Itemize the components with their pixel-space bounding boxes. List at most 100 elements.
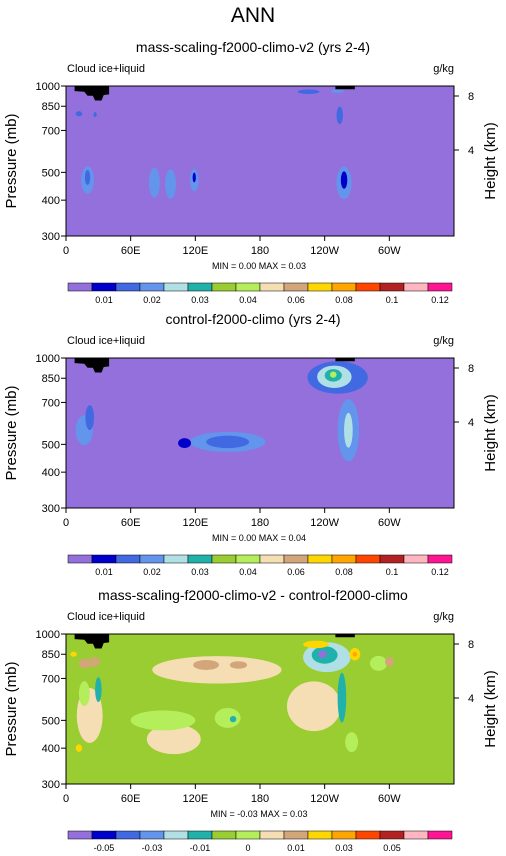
x-tick-label: 120E [182,517,208,529]
colorbar-swatch [283,830,309,840]
chart-panel-2: control-f2000-climo (yrs 2-4) Cloud ice+l… [3,311,499,577]
colorbar-swatch [427,282,453,292]
colorbar-label: 0.06 [287,567,305,577]
panel-variable-label: Cloud ice+liquid [67,63,145,75]
panel-units-label: g/kg [433,611,454,623]
contour-region [192,172,196,183]
colorbar-swatch [307,282,333,292]
y-tick-label: 700 [42,397,60,409]
x-tick-label: 60W [378,793,401,805]
x-tick-label: 60W [378,245,401,257]
contour-region [85,405,95,431]
right-tick-label: 8 [468,639,474,651]
panel-units-label: g/kg [433,335,454,347]
colorbar-swatch [67,830,93,840]
y-tick-label: 700 [42,125,60,137]
colorbar-swatch [211,554,237,564]
contour-region [214,707,241,728]
colorbar-label: 0.02 [143,567,161,577]
colorbar-swatch [139,830,165,840]
colorbar-label: 0.04 [239,295,257,305]
min-max-stats: MIN = 0.00 MAX = 0.04 [212,533,306,543]
topography-mask [74,634,355,649]
colorbar-swatch [91,282,117,292]
colorbar-label: 0.03 [335,843,353,851]
x-tick-label: 120W [310,793,339,805]
contour-region [148,167,160,198]
y-axis-right-title: Height (km) [482,394,499,472]
colorbar-label: 0.1 [386,295,399,305]
contour-region [297,89,320,94]
min-max-stats: MIN = -0.03 MAX = 0.03 [210,809,307,819]
contour-region [337,672,347,723]
colorbar-swatch [139,554,165,564]
y-tick-label: 400 [42,195,60,207]
colorbar-swatch [379,282,405,292]
contour-field [66,634,454,784]
colorbar-swatch [331,282,357,292]
y-tick-label: 400 [42,467,60,479]
panel-units-label: g/kg [433,63,454,75]
chart-panel-1: mass-scaling-f2000-climo-v2 (yrs 2-4) Clo… [3,39,499,305]
y-tick-label: 700 [42,673,60,685]
colorbar-swatch [355,554,381,564]
contour-region [93,112,97,118]
colorbar-swatch [427,830,453,840]
contour-region [336,106,343,125]
y-axis-right-title: Height (km) [482,122,499,200]
x-tick-label: 60W [378,517,401,529]
contour-field [66,86,454,236]
figure-title: ANN [230,4,276,27]
colorbar-label: 0.03 [191,295,209,305]
colorbar-swatch [163,830,189,840]
y-tick-label: 850 [42,373,60,385]
contour-region [330,371,337,378]
colorbar-swatch [115,282,141,292]
y-axis-title: Pressure (mb) [3,661,20,756]
contour-region [152,656,282,684]
y-axis-right-title: Height (km) [482,670,499,748]
contour-region [84,169,91,185]
contour-region [90,656,100,667]
y-tick-label: 500 [42,439,60,451]
y-tick-label: 400 [42,743,60,755]
colorbar-swatch [331,830,357,840]
contour-region [165,169,176,200]
contour-region [229,661,248,669]
right-tick-label: 8 [468,91,474,103]
colorbar-swatch [403,282,429,292]
colorbar-swatch [307,554,333,564]
y-axis-title: Pressure (mb) [3,113,20,208]
colorbar-swatch [115,830,141,840]
contour-region [385,656,394,667]
contour-field [66,358,454,508]
colorbar-label: 0.12 [431,295,449,305]
panel-title: mass-scaling-f2000-climo-v2 (yrs 2-4) [136,39,370,55]
y-tick-label: 1000 [36,629,60,641]
colorbar-swatch [187,554,213,564]
contour-region [70,651,77,657]
colorbar-label: 0.06 [287,295,305,305]
colorbar-label: 0.1 [386,567,399,577]
colorbar-swatch [163,554,189,564]
field-background [66,634,454,784]
contour-region [331,89,345,93]
y-tick-label: 500 [42,715,60,727]
colorbar-swatch [235,282,261,292]
contour-region [75,744,83,752]
y-axis-title: Pressure (mb) [3,385,20,480]
right-tick-label: 8 [468,363,474,375]
contour-region [344,412,353,448]
colorbar-swatch [115,554,141,564]
colorbar-label: 0.01 [95,567,113,577]
x-tick-label: 0 [63,517,69,529]
colorbar-swatch [67,282,93,292]
x-tick-label: 0 [63,793,69,805]
colorbar-swatch [211,830,237,840]
colorbar-swatch [163,282,189,292]
contour-region [340,171,348,189]
field-background [66,86,454,236]
colorbar-swatch [211,282,237,292]
colorbar-swatch [307,830,333,840]
